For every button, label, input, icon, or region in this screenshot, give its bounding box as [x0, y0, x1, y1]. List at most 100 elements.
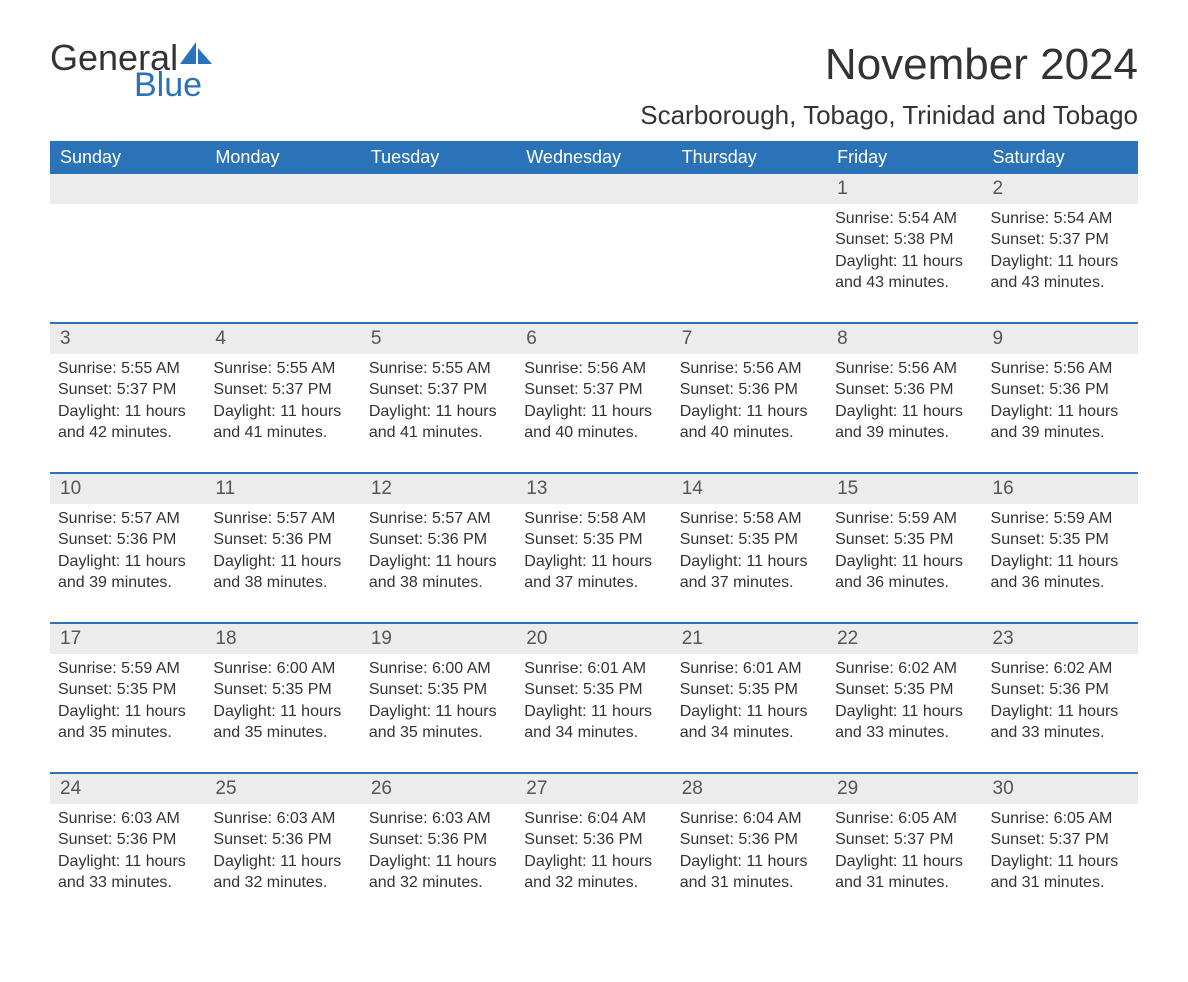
day-number: 12 [361, 474, 516, 504]
daylight-line: Daylight: 11 hours and 33 minutes. [835, 701, 974, 744]
daylight-line: Daylight: 11 hours and 31 minutes. [680, 851, 819, 894]
sunrise-line: Sunrise: 5:56 AM [835, 358, 974, 380]
day-cell: 19 Sunrise: 6:00 AMSunset: 5:35 PMDayligh… [361, 623, 516, 773]
day-number: 16 [983, 474, 1138, 504]
daylight-line: Daylight: 11 hours and 35 minutes. [369, 701, 508, 744]
calendar-week: 17Sunrise: 5:59 AMSunset: 5:35 PMDayligh… [50, 623, 1138, 773]
sunset-line: Sunset: 5:37 PM [213, 379, 352, 401]
day-number: 3 [50, 324, 205, 354]
day-cell: 6Sunrise: 5:56 AMSunset: 5:37 PMDaylight… [516, 323, 671, 473]
daylight-line: Daylight: 11 hours and 36 minutes. [835, 551, 974, 594]
day-cell: 5Sunrise: 5:55 AMSunset: 5:37 PMDaylight… [361, 323, 516, 473]
sunrise-line: Sunrise: 6:00 AM [369, 658, 508, 680]
sunset-line: Sunset: 5:37 PM [369, 379, 508, 401]
day-number: 26 [361, 774, 516, 804]
sunset-line: Sunset: 5:35 PM [680, 529, 819, 551]
day-cell: 17Sunrise: 5:59 AMSunset: 5:35 PMDayligh… [50, 623, 205, 773]
day-cell: 21Sunrise: 6:01 AMSunset: 5:35 PMDayligh… [672, 623, 827, 773]
day-cell: 15Sunrise: 5:59 AMSunset: 5:35 PMDayligh… [827, 473, 982, 623]
sunrise-line: Sunrise: 5:59 AM [58, 658, 197, 680]
empty-cell [50, 174, 205, 323]
daynum-bar [50, 174, 205, 204]
daylight-line: Daylight: 11 hours and 39 minutes. [835, 401, 974, 444]
day-number: 11 [205, 474, 360, 504]
sunset-line: Sunset: 5:35 PM [213, 679, 352, 701]
sunset-line: Sunset: 5:35 PM [835, 679, 974, 701]
daylight-line: Daylight: 11 hours and 32 minutes. [524, 851, 663, 894]
sunrise-line: Sunrise: 6:03 AM [58, 808, 197, 830]
sunset-line: Sunset: 5:37 PM [58, 379, 197, 401]
weekday-header: Monday [205, 141, 360, 174]
sunrise-line: Sunrise: 6:02 AM [991, 658, 1130, 680]
day-number: 1 [827, 174, 982, 204]
sunset-line: Sunset: 5:38 PM [835, 229, 974, 251]
day-cell: 8Sunrise: 5:56 AMSunset: 5:36 PMDaylight… [827, 323, 982, 473]
empty-cell [205, 174, 360, 323]
sunrise-line: Sunrise: 5:55 AM [58, 358, 197, 380]
day-cell: 23Sunrise: 6:02 AMSunset: 5:36 PMDayligh… [983, 623, 1138, 773]
day-number: 2 [983, 174, 1138, 204]
weekday-header: Wednesday [516, 141, 671, 174]
day-number: 7 [672, 324, 827, 354]
day-number: 24 [50, 774, 205, 804]
weekday-header: Saturday [983, 141, 1138, 174]
calendar-week: 10Sunrise: 5:57 AMSunset: 5:36 PMDayligh… [50, 473, 1138, 623]
sunrise-line: Sunrise: 6:02 AM [835, 658, 974, 680]
day-cell: 28Sunrise: 6:04 AMSunset: 5:36 PMDayligh… [672, 773, 827, 922]
daylight-line: Daylight: 11 hours and 43 minutes. [991, 251, 1130, 294]
sunrise-line: Sunrise: 5:58 AM [524, 508, 663, 530]
sunrise-line: Sunrise: 5:56 AM [680, 358, 819, 380]
sunset-line: Sunset: 5:37 PM [524, 379, 663, 401]
calendar-week: 1Sunrise: 5:54 AMSunset: 5:38 PMDaylight… [50, 174, 1138, 323]
weekday-header: Tuesday [361, 141, 516, 174]
day-cell: 13Sunrise: 5:58 AMSunset: 5:35 PMDayligh… [516, 473, 671, 623]
calendar-table: SundayMondayTuesdayWednesdayThursdayFrid… [50, 141, 1138, 922]
daylight-line: Daylight: 11 hours and 34 minutes. [680, 701, 819, 744]
sunset-line: Sunset: 5:36 PM [991, 679, 1130, 701]
sunset-line: Sunset: 5:35 PM [369, 679, 508, 701]
sunrise-line: Sunrise: 5:55 AM [369, 358, 508, 380]
day-number: 23 [983, 624, 1138, 654]
logo: General Blue [50, 40, 214, 102]
sunset-line: Sunset: 5:36 PM [58, 829, 197, 851]
header: General Blue November 2024 Scarborough, … [50, 40, 1138, 131]
empty-cell [516, 174, 671, 323]
calendar-page: General Blue November 2024 Scarborough, … [0, 0, 1188, 982]
sunset-line: Sunset: 5:36 PM [680, 379, 819, 401]
daylight-line: Daylight: 11 hours and 35 minutes. [58, 701, 197, 744]
day-cell: 12Sunrise: 5:57 AMSunset: 5:36 PMDayligh… [361, 473, 516, 623]
sunset-line: Sunset: 5:36 PM [58, 529, 197, 551]
daylight-line: Daylight: 11 hours and 32 minutes. [213, 851, 352, 894]
day-number: 30 [983, 774, 1138, 804]
day-cell: 3Sunrise: 5:55 AMSunset: 5:37 PMDaylight… [50, 323, 205, 473]
sunrise-line: Sunrise: 6:01 AM [524, 658, 663, 680]
day-cell: 25Sunrise: 6:03 AMSunset: 5:36 PMDayligh… [205, 773, 360, 922]
day-cell: 14Sunrise: 5:58 AMSunset: 5:35 PMDayligh… [672, 473, 827, 623]
day-cell: 11Sunrise: 5:57 AMSunset: 5:36 PMDayligh… [205, 473, 360, 623]
empty-cell [672, 174, 827, 323]
day-number: 20 [516, 624, 671, 654]
day-number: 27 [516, 774, 671, 804]
sunrise-line: Sunrise: 6:03 AM [213, 808, 352, 830]
title-block: November 2024 Scarborough, Tobago, Trini… [640, 40, 1138, 131]
weekday-header: Thursday [672, 141, 827, 174]
daylight-line: Daylight: 11 hours and 31 minutes. [991, 851, 1130, 894]
day-cell: 22Sunrise: 6:02 AMSunset: 5:35 PMDayligh… [827, 623, 982, 773]
daynum-bar [361, 174, 516, 204]
daylight-line: Daylight: 11 hours and 43 minutes. [835, 251, 974, 294]
sunset-line: Sunset: 5:36 PM [991, 379, 1130, 401]
day-cell: 20Sunrise: 6:01 AMSunset: 5:35 PMDayligh… [516, 623, 671, 773]
day-cell: 1Sunrise: 5:54 AMSunset: 5:38 PMDaylight… [827, 174, 982, 323]
sunrise-line: Sunrise: 5:59 AM [991, 508, 1130, 530]
day-cell: 7Sunrise: 5:56 AMSunset: 5:36 PMDaylight… [672, 323, 827, 473]
sunrise-line: Sunrise: 6:05 AM [991, 808, 1130, 830]
sunrise-line: Sunrise: 6:01 AM [680, 658, 819, 680]
day-number: 19 [361, 624, 516, 654]
calendar-week: 24Sunrise: 6:03 AMSunset: 5:36 PMDayligh… [50, 773, 1138, 922]
day-number: 15 [827, 474, 982, 504]
day-cell: 4Sunrise: 5:55 AMSunset: 5:37 PMDaylight… [205, 323, 360, 473]
sunset-line: Sunset: 5:36 PM [369, 829, 508, 851]
sunrise-line: Sunrise: 5:57 AM [213, 508, 352, 530]
sunset-line: Sunset: 5:36 PM [213, 829, 352, 851]
sunset-line: Sunset: 5:35 PM [58, 679, 197, 701]
